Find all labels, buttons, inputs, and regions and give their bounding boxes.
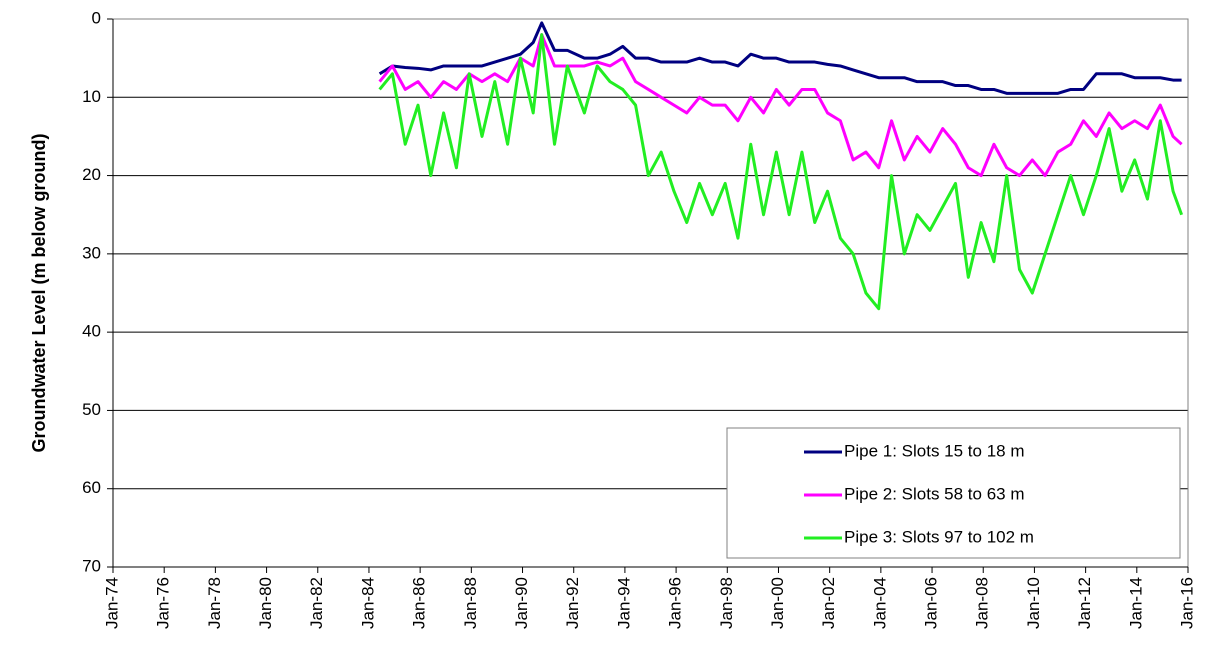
x-tick-label: Jan-16 — [1177, 577, 1196, 629]
x-tick-label: Jan-10 — [1024, 577, 1043, 629]
x-tick-label: Jan-84 — [358, 577, 377, 629]
x-tick-label: Jan-14 — [1126, 577, 1145, 629]
x-tick-label: Jan-08 — [973, 577, 992, 629]
y-axis-label: Groundwater Level (m below ground) — [29, 133, 49, 452]
y-tick-label: 20 — [82, 165, 101, 184]
y-tick-label: 70 — [82, 556, 101, 575]
y-tick-label: 40 — [82, 322, 101, 341]
x-tick-label: Jan-00 — [768, 577, 787, 629]
legend-label: Pipe 2: Slots 58 to 63 m — [844, 484, 1025, 503]
series-line — [378, 21, 1182, 95]
series-line — [378, 33, 1183, 178]
x-tick-label: Jan-96 — [666, 577, 685, 629]
x-tick-label: Jan-12 — [1075, 577, 1094, 629]
legend-box — [726, 427, 1181, 559]
x-tick-label: Jan-88 — [461, 577, 480, 629]
x-tick-label: Jan-76 — [154, 577, 173, 629]
x-tick-label: Jan-92 — [563, 577, 582, 629]
x-tick-label: Jan-82 — [307, 577, 326, 629]
x-tick-label: Jan-04 — [870, 577, 889, 629]
legend-label: Pipe 1: Slots 15 to 18 m — [844, 441, 1025, 460]
x-tick-label: Jan-02 — [819, 577, 838, 629]
y-tick-label: 60 — [82, 478, 101, 497]
x-tick-label: Jan-06 — [922, 577, 941, 629]
x-tick-label: Jan-98 — [717, 577, 736, 629]
y-tick-label: 30 — [82, 243, 101, 262]
x-tick-label: Jan-74 — [102, 577, 121, 629]
x-tick-label: Jan-80 — [256, 577, 275, 629]
y-tick-label: 50 — [82, 400, 101, 419]
legend-label: Pipe 3: Slots 97 to 102 m — [844, 527, 1034, 546]
y-tick-label: 10 — [82, 87, 101, 106]
x-tick-label: Jan-90 — [512, 577, 531, 629]
series-line — [378, 33, 1184, 311]
x-tick-label: Jan-78 — [205, 577, 224, 629]
x-tick-label: Jan-86 — [410, 577, 429, 629]
x-tick-label: Jan-94 — [614, 577, 633, 629]
y-tick-label: 0 — [92, 8, 101, 27]
